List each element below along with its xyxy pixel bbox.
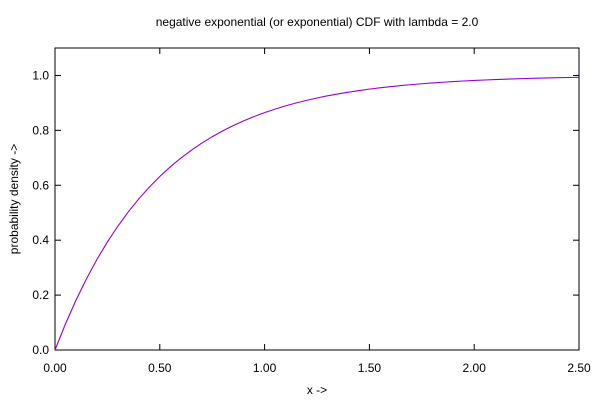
y-tick-label: 0.2 <box>32 288 49 302</box>
y-tick-label: 0.6 <box>32 178 49 192</box>
x-tick-label: 1.00 <box>253 361 277 375</box>
axis-ticks <box>54 48 580 351</box>
x-tick-label: 0.00 <box>43 361 67 375</box>
series-line-cdf <box>54 76 580 351</box>
y-axis-label: probability density -> <box>7 144 21 254</box>
x-tick-label: 2.00 <box>463 361 487 375</box>
y-tick-label: 1.0 <box>32 68 49 82</box>
x-tick-label: 2.50 <box>567 361 591 375</box>
axis-tick-labels: 0.00 0.50 1.00 1.50 2.00 2.50 0.0 0.2 0.4 0.6 0.8 1… <box>32 68 591 375</box>
y-tick-label: 0.8 <box>32 123 49 137</box>
plot-frame <box>54 47 580 351</box>
x-tick-label: 1.50 <box>358 361 382 375</box>
y-tick-label: 0.0 <box>32 343 49 357</box>
x-tick-label: 0.50 <box>148 361 172 375</box>
y-tick-label: 0.4 <box>32 233 49 247</box>
x-axis-label: x -> <box>307 383 327 397</box>
chart-title: negative exponential (or exponential) CD… <box>156 15 479 29</box>
